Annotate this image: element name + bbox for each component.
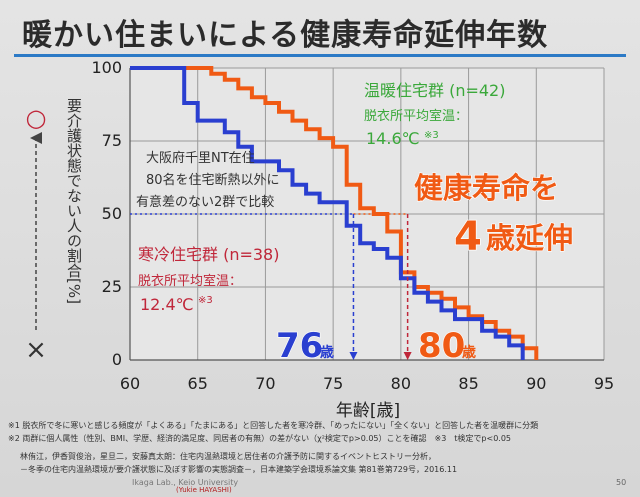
grid <box>129 67 605 361</box>
cold-temp-value: 12.4℃ <box>140 295 194 314</box>
x-tick-label: 60 <box>120 374 140 393</box>
warm-age-arrowhead <box>403 352 412 360</box>
lab-credit: Ikaga Lab., Keio University <box>132 478 239 487</box>
y-tick-label: 75 <box>102 131 122 150</box>
cold-group-label: 寒冷住宅群 (n=38) <box>138 245 279 264</box>
cold-temp-label: 脱衣所平均室温： <box>138 273 242 289</box>
y-tick-label: 50 <box>102 204 122 223</box>
headline-number: 4 <box>454 214 482 260</box>
y-tick-label: 100 <box>91 58 122 77</box>
x-tick-label: 85 <box>458 374 478 393</box>
headline-line-1: 健康寿命を <box>414 171 559 205</box>
title-underline <box>14 54 626 57</box>
cold-age-unit: 歳 <box>320 344 334 361</box>
annotations <box>130 213 412 360</box>
warm-age-callout: 80 <box>418 326 465 366</box>
x-tick-label: 95 <box>594 374 614 393</box>
y-tick-label: 0 <box>112 350 122 369</box>
x-tick-label: 70 <box>255 374 275 393</box>
reference-line-1: 林侑江，伊香賀俊治，星旦二，安藤真太朗：住宅内温熱環境と居住者の介護予防に関する… <box>20 452 436 461</box>
page-title: 暖かい住まいによる健康寿命延伸年数 <box>22 18 549 53</box>
circle-mark: ○ <box>26 104 47 132</box>
y-tick-label: 25 <box>102 277 122 296</box>
x-tick-label: 75 <box>323 374 343 393</box>
study-note-line-1: 大阪府千里NT在住 <box>146 151 255 166</box>
cold-age-arrowhead <box>349 352 358 360</box>
warm-temp-label: 脱衣所平均室温： <box>364 108 468 124</box>
warm-temp-note: ※3 <box>424 130 439 141</box>
footnote-1: ※1 脱衣所で冬に寒いと感じる頻度が「よくある」「たまにある」と回答した者を寒冷… <box>8 421 539 430</box>
axes: 60 65 70 75 80 85 90 95 0 25 50 75 100 <box>91 58 614 393</box>
warm-age-unit: 歳 <box>462 344 476 361</box>
cold-age-callout: 76 <box>276 326 323 366</box>
x-axis-label: 年齢[歳] <box>336 401 400 421</box>
cross-mark: × <box>25 335 47 365</box>
reference-line-2: －冬季の住宅内温熱環境が要介護状態に及ぼす影響の実態調査－，日本建築学会環境系論… <box>20 465 458 474</box>
author-credit: (Yukie HAYASHI) <box>176 486 232 494</box>
x-tick-label: 65 <box>188 374 208 393</box>
warm-temp-value: 14.6℃ <box>366 129 420 148</box>
study-note-line-3: 有意差のない2群で比較 <box>136 194 274 210</box>
better-worse-indicator: ○ × <box>25 104 47 365</box>
cold-temp-note: ※3 <box>198 295 213 306</box>
headline-line-2: 歳延伸 <box>486 221 573 255</box>
page-number: 50 <box>616 478 627 487</box>
footnote-2: ※2 両群に個人属性（性別、BMI、学歴、経済的満足度、同居者の有無）の差がない… <box>8 434 512 443</box>
x-tick-label: 80 <box>391 374 411 393</box>
x-tick-label: 90 <box>526 374 546 393</box>
y-axis-label: 要介護状態でない人の割合[%] <box>65 98 83 304</box>
series-line-cold <box>130 66 525 360</box>
warm-group-label: 温暖住宅群 (n=42) <box>364 81 505 100</box>
series-lines <box>130 66 539 360</box>
study-note-line-2: 80名を住宅断熱以外に <box>146 172 280 188</box>
